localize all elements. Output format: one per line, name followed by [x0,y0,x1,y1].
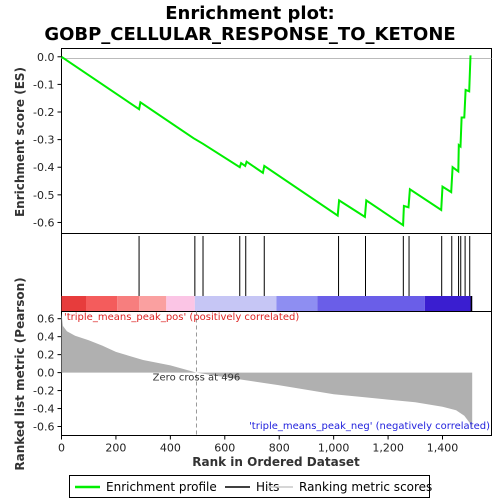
heat-bar-segment [85,296,118,311]
hit-markers [138,236,471,296]
legend-label: Enrichment profile [106,480,217,494]
x-tick-label: 0 [58,442,65,455]
metric-y-tick-label: -0.6 [33,421,54,434]
es-y-tick-label: -0.6 [33,216,54,229]
x-tick-label: 200 [105,442,126,455]
negative-correlation-label: 'triple_means_peak_neg' (negatively corr… [249,421,490,432]
metric-y-tick-label: 0.2 [37,349,55,362]
heat-bar-segment [117,296,140,311]
metric-y-axis: 0.6 0.4 0.2 0.0 -0.2 -0.4 -0.6 [33,313,62,434]
es-y-tick-label: 0.0 [37,51,55,64]
heat-bar-segment [424,296,473,311]
metric-y-tick-label: -0.2 [33,385,54,398]
x-tick-label: 1,000 [318,442,350,455]
es-y-tick-label: -0.5 [33,189,54,202]
metric-y-tick-label: 0.6 [37,313,55,326]
es-y-axis: 0.0 -0.1 -0.2 -0.3 -0.4 -0.5 -0.6 [33,51,62,229]
chart-title-line1: Enrichment plot: [165,3,335,24]
legend-label: Hits [256,480,279,494]
x-axis: 0 200 400 600 800 1,000 1,200 1,400 [58,435,459,455]
es-panel [61,48,492,234]
es-profile-line [60,55,472,228]
heat-bar-segment [61,296,86,311]
rank-heat-bar [61,296,473,311]
x-tick-label: 1,200 [372,442,404,455]
heat-bar-segment [166,296,195,311]
legend: Enrichment profile Hits Ranking metric sco… [75,480,432,494]
x-tick-label: 600 [214,442,235,455]
metric-y-tick-label: 0.0 [37,367,55,380]
heat-bar-segment [317,296,425,311]
heat-bar-segment [194,296,277,311]
heat-bar-segment [139,296,167,311]
chart-title-line2: GOBP_CELLULAR_RESPONSE_TO_KETONE [44,24,455,45]
positive-correlation-label: 'triple_means_peak_pos' (positively corr… [64,312,299,323]
heat-bar-segment [276,296,318,311]
heat-bar-end [470,296,473,311]
metric-y-axis-label: Ranked list metric (Pearson) [13,277,27,470]
ranking-metric-area [61,313,473,429]
es-y-tick-label: -0.1 [33,78,54,91]
legend-label: Ranking metric scores [299,480,432,494]
es-y-tick-label: -0.2 [33,106,54,119]
metric-y-tick-label: -0.4 [33,403,54,416]
x-tick-label: 400 [160,442,181,455]
es-y-axis-label: Enrichment score (ES) [13,67,27,217]
es-y-tick-label: -0.4 [33,161,54,174]
x-axis-label: Rank in Ordered Dataset [192,455,360,469]
zero-cross-label: Zero cross at 496 [153,373,241,384]
metric-y-tick-label: 0.4 [37,331,55,344]
x-tick-label: 800 [269,442,290,455]
es-y-tick-label: -0.3 [33,134,54,147]
x-tick-label: 1,400 [427,442,459,455]
